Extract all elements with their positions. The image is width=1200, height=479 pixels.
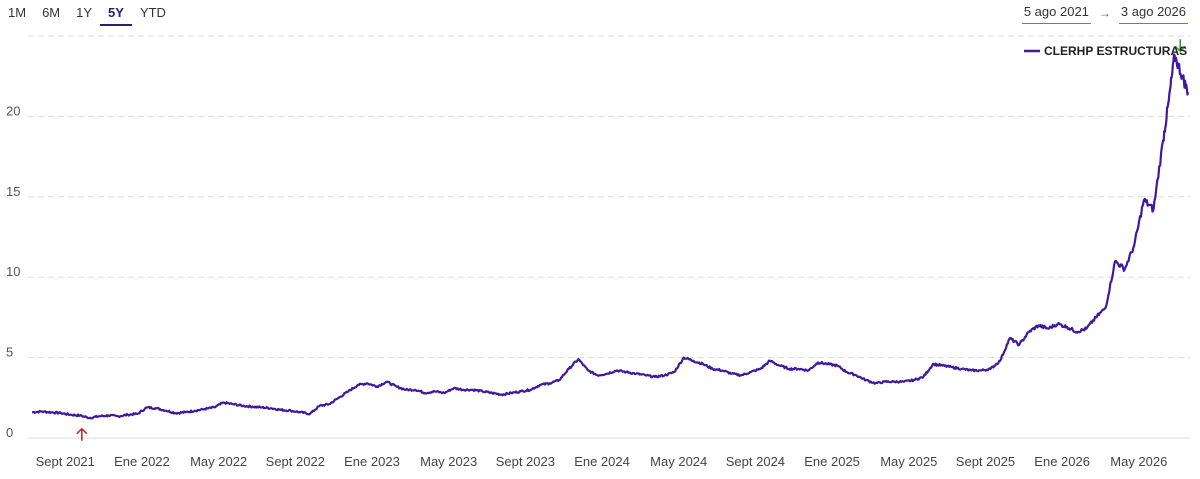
min-arrow-icon [76, 427, 88, 441]
x-tick-label: Ene 2024 [574, 454, 630, 469]
date-range-arrow: → [1098, 6, 1111, 20]
range-tab-1m[interactable]: 1M [8, 5, 27, 20]
date-to-field[interactable]: 3 ago 2026 [1118, 2, 1188, 24]
y-tick-label: 10 [6, 264, 20, 279]
x-tick-label: Ene 2023 [344, 454, 400, 469]
x-tick-label: Ene 2022 [114, 454, 170, 469]
range-tab-1y[interactable]: 1Y [76, 5, 93, 20]
date-range: 5 ago 2021 → 3 ago 2026 [1021, 2, 1188, 24]
x-tick-label: Ene 2025 [804, 454, 860, 469]
x-tick-label: Ene 2026 [1034, 454, 1090, 469]
x-tick-label: Sept 2022 [266, 454, 325, 469]
y-tick-label: 15 [6, 184, 20, 199]
range-tab-5y[interactable]: 5Y [100, 2, 132, 26]
x-tick-label: May 2024 [650, 454, 707, 469]
x-tick-label: May 2026 [1110, 454, 1167, 469]
x-tick-label: May 2023 [420, 454, 477, 469]
y-tick-label: 20 [6, 103, 20, 118]
range-tab-6m[interactable]: 6M [42, 5, 61, 20]
extreme-markers [76, 39, 1186, 441]
y-tick-label: 5 [6, 345, 13, 360]
y-tick-label: 0 [6, 425, 13, 440]
series-line [31, 53, 1190, 420]
x-tick-label: Sept 2021 [36, 454, 95, 469]
range-tabs: 1M 6M 1Y 5Y YTD [0, 2, 174, 26]
legend: CLERHP ESTRUCTURAS [1024, 44, 1187, 58]
grid-lines [28, 35, 1190, 439]
x-tick-label: May 2025 [880, 454, 937, 469]
x-axis: Sept 2021 Ene 2022 May 2022 Sept 2022 Ene 20… [36, 454, 1168, 469]
range-tab-ytd[interactable]: YTD [139, 5, 166, 20]
date-from-field[interactable]: 5 ago 2021 [1021, 2, 1091, 24]
x-tick-label: Sept 2024 [726, 454, 785, 469]
legend-label: CLERHP ESTRUCTURAS [1044, 44, 1187, 58]
x-tick-label: Sept 2023 [496, 454, 555, 469]
max-arrow-icon [1174, 39, 1186, 53]
y-axis: 0 5 10 15 20 [6, 103, 20, 440]
x-tick-label: Sept 2025 [956, 454, 1015, 469]
x-tick-label: May 2022 [190, 454, 247, 469]
